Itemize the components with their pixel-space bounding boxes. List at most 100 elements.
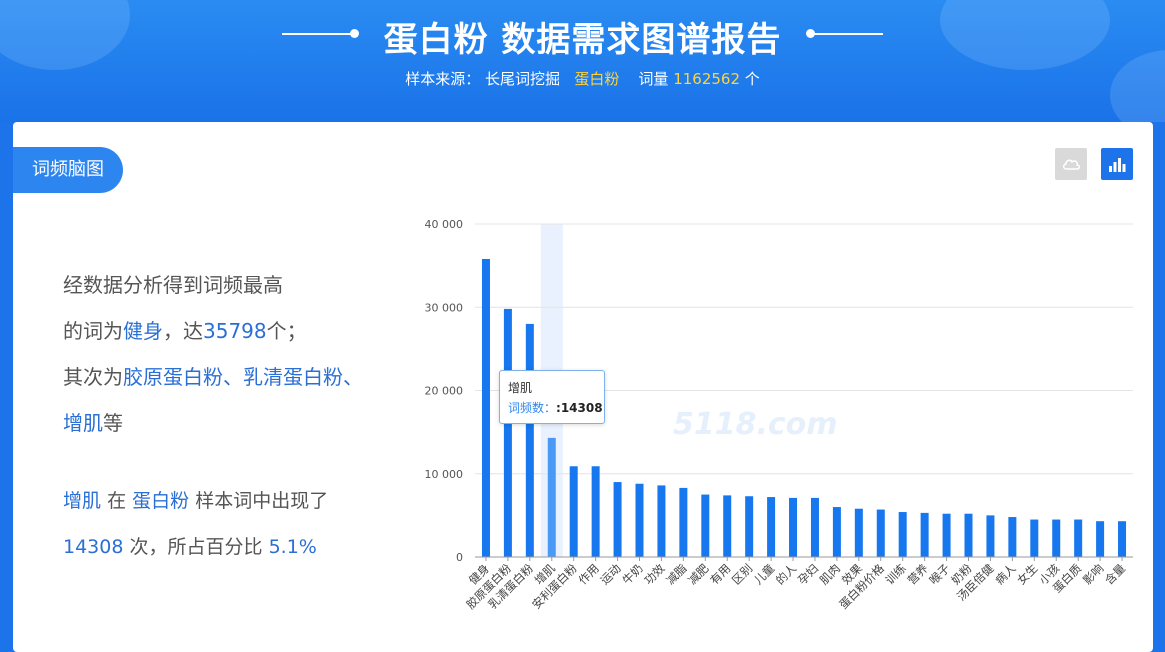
report-card: 词频脑图 经数据分析得到词频最高 的词为健身，达35798个； 其次为胶原蛋白粉…: [13, 122, 1153, 652]
detail-in: 在: [107, 490, 127, 512]
x-tick-label: 肌肉: [817, 561, 843, 587]
bar: [701, 494, 710, 557]
bar: [1096, 521, 1105, 557]
summary-prefix: 的词为: [63, 319, 123, 343]
bar: [832, 507, 841, 557]
bar: [898, 512, 907, 557]
bar: [481, 258, 490, 557]
detail-text: 增肌 在 蛋白粉 样本词中出现了 14308 次，所占百分比 5.1%: [63, 478, 403, 570]
x-tick-label: 运动: [598, 561, 624, 587]
watermark-logo: 5118.com: [673, 407, 838, 442]
detail-percent: 5.1%: [268, 536, 317, 558]
x-tick-label: 孕妇: [795, 561, 821, 587]
bar: [789, 497, 798, 557]
x-tick-label: 有用: [707, 561, 733, 587]
bar: [810, 497, 819, 557]
x-tick-label: 的人: [773, 561, 800, 588]
count-unit: 个: [744, 70, 760, 88]
sample-keyword: 蛋白粉: [574, 70, 620, 88]
top-word: 健身: [123, 319, 163, 343]
summary-suffix: 个；: [266, 319, 307, 343]
bar: [613, 482, 622, 557]
wordcloud-view-button[interactable]: [1055, 148, 1087, 180]
barchart-view-button[interactable]: [1101, 148, 1133, 180]
bar: [920, 512, 929, 557]
detail-word: 增肌: [63, 490, 102, 512]
detail-keyword: 蛋白粉: [132, 490, 190, 512]
bar: [569, 466, 578, 557]
bar: [591, 466, 600, 557]
y-tick-label: 10 000: [425, 468, 464, 481]
cloud-icon: [1063, 159, 1080, 170]
count-value: 1162562: [673, 70, 741, 88]
bar: [635, 483, 644, 557]
y-tick-label: 40 000: [425, 218, 464, 231]
bar: [525, 323, 534, 557]
top-count: 35798: [203, 319, 267, 343]
bar: [876, 509, 885, 557]
title-dot-right: [806, 29, 815, 38]
bar: [723, 495, 732, 557]
bar: [942, 513, 951, 557]
x-tick-label: 减肥: [685, 561, 712, 588]
summary-line-2: 的词为健身，达35798个；: [63, 308, 403, 354]
bar: [1008, 517, 1017, 557]
x-tick-label: 营养: [905, 561, 932, 588]
x-tick-label: 牛奶: [619, 561, 645, 587]
x-tick-label: 病人: [992, 561, 1019, 588]
summary-line-4: 增肌等: [63, 400, 403, 446]
summary-text: 经数据分析得到词频最高 的词为健身，达35798个； 其次为胶原蛋白粉、乳清蛋白…: [63, 262, 403, 446]
x-tick-label: 含量: [1102, 561, 1128, 587]
x-tick-label: 减脂: [663, 561, 689, 587]
third-word: 增肌: [63, 411, 103, 435]
bar: [767, 497, 776, 557]
bar: [1074, 519, 1083, 557]
detail-line-2: 14308 次，所占百分比 5.1%: [63, 524, 403, 570]
summary-line-1: 经数据分析得到词频最高: [63, 273, 283, 297]
x-tick-label: 区别: [729, 561, 755, 587]
title-line-left: [282, 33, 352, 35]
bar: [657, 485, 666, 557]
bar: [679, 487, 688, 557]
tooltip-row: 词频数：:14308: [508, 399, 603, 416]
detail-appear: 样本词中出现了: [195, 490, 329, 512]
bar: [1030, 519, 1039, 557]
bar: [745, 496, 754, 557]
summary-mid: ，达: [163, 319, 203, 343]
title-dot-left: [350, 29, 359, 38]
second-prefix: 其次为: [63, 365, 123, 389]
count-label: 词量: [638, 70, 669, 88]
bar: [503, 308, 512, 557]
bar-chart-icon: [1109, 158, 1126, 172]
summary-line-3: 其次为胶原蛋白粉、乳清蛋白粉、: [63, 354, 403, 400]
x-tick-label: 喉子: [927, 561, 953, 587]
bar: [986, 515, 995, 557]
detail-count: 14308: [63, 536, 124, 558]
tooltip-value: :14308: [556, 401, 603, 415]
third-suffix: 等: [103, 411, 123, 435]
tab-word-frequency[interactable]: 词频脑图: [13, 147, 123, 193]
x-tick-label: 作用: [576, 561, 602, 587]
bar: [854, 508, 863, 557]
chart-tooltip: 增肌 词频数：:14308: [499, 370, 605, 424]
y-tick-label: 30 000: [425, 301, 464, 314]
sample-info: 样本来源： 长尾词挖掘 蛋白粉 词量 1162562 个: [0, 68, 1165, 89]
x-tick-label: 功效: [641, 561, 668, 588]
x-tick-label: 训练: [883, 561, 910, 588]
sample-label: 样本来源：: [405, 70, 481, 88]
bar: [964, 513, 973, 557]
x-tick-label: 儿童: [751, 561, 777, 587]
bar: [547, 437, 556, 557]
tooltip-title: 增肌: [508, 381, 533, 395]
detail-tail: 次，所占百分比: [129, 536, 263, 558]
y-tick-label: 20 000: [425, 385, 464, 398]
x-tick-label: 影响: [1080, 561, 1106, 587]
y-tick-label: 0: [456, 551, 463, 564]
bar: [1118, 521, 1127, 557]
tooltip-label: 词频数：: [508, 401, 557, 415]
page-title: 蛋白粉 数据需求图谱报告: [383, 20, 782, 60]
sample-source: 长尾词挖掘: [484, 70, 560, 88]
title-line-right: [813, 33, 883, 35]
x-tick-label: 女生: [1014, 561, 1040, 587]
bar: [1052, 519, 1061, 557]
